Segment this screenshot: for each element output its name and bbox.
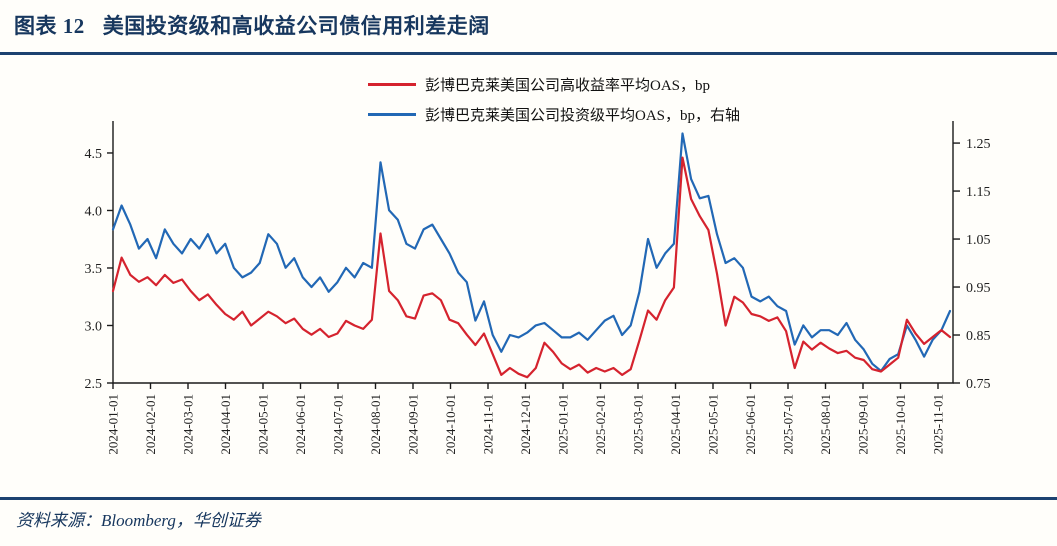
svg-text:2024-12-01: 2024-12-01 [518, 394, 533, 455]
title-divider [0, 52, 1057, 55]
svg-text:4.5: 4.5 [85, 147, 103, 162]
svg-text:2024-06-01: 2024-06-01 [293, 394, 308, 455]
svg-text:0.85: 0.85 [966, 329, 991, 344]
right-axis-ticks: 0.75 0.85 0.95 1.05 1.15 1.25 [953, 137, 991, 392]
svg-text:2025-07-01: 2025-07-01 [781, 394, 796, 455]
axes [112, 121, 954, 384]
svg-text:2024-09-01: 2024-09-01 [406, 394, 421, 455]
svg-text:1.15: 1.15 [966, 185, 991, 200]
svg-text:2025-10-01: 2025-10-01 [893, 394, 908, 455]
legend-item-ig: 彭博巴克莱美国公司投资级平均OAS，bp，右轴 [368, 104, 740, 125]
legend-label-ig: 彭博巴克莱美国公司投资级平均OAS，bp，右轴 [425, 108, 741, 124]
svg-text:2025-05-01: 2025-05-01 [706, 394, 721, 455]
hy-series-line [111, 156, 952, 379]
svg-text:2025-11-01: 2025-11-01 [931, 394, 946, 454]
svg-text:2024-08-01: 2024-08-01 [368, 394, 383, 455]
svg-text:2024-03-01: 2024-03-01 [181, 394, 196, 455]
svg-text:2024-02-01: 2024-02-01 [143, 394, 158, 455]
svg-text:2025-03-01: 2025-03-01 [631, 394, 646, 455]
svg-text:2024-05-01: 2024-05-01 [256, 394, 271, 455]
svg-text:2025-06-01: 2025-06-01 [743, 394, 758, 455]
svg-text:2025-08-01: 2025-08-01 [818, 394, 833, 455]
svg-text:2024-07-01: 2024-07-01 [331, 394, 346, 455]
source-note: 资料来源：Bloomberg，华创证券 [16, 511, 261, 530]
svg-text:4.0: 4.0 [85, 204, 103, 219]
legend-line-ig-icon [368, 113, 416, 116]
svg-text:2024-11-01: 2024-11-01 [481, 394, 496, 454]
svg-text:2025-02-01: 2025-02-01 [593, 394, 608, 455]
svg-text:2024-04-01: 2024-04-01 [218, 394, 233, 455]
svg-text:1.05: 1.05 [966, 233, 991, 248]
legend-line-hy-icon [368, 83, 416, 86]
figure-label: 图表 12 [14, 14, 85, 38]
left-axis-ticks: 2.5 3.0 3.5 4.0 4.5 [85, 147, 113, 392]
svg-text:2025-01-01: 2025-01-01 [556, 394, 571, 455]
svg-text:2024-01-01: 2024-01-01 [106, 394, 121, 455]
figure-title: 美国投资级和高收益公司债信用利差走阔 [102, 14, 490, 38]
source-divider [0, 497, 1057, 500]
svg-text:2025-04-01: 2025-04-01 [668, 394, 683, 455]
svg-text:1.25: 1.25 [966, 137, 991, 152]
svg-text:0.75: 0.75 [966, 377, 991, 392]
svg-text:0.95: 0.95 [966, 281, 991, 296]
svg-text:3.0: 3.0 [85, 319, 103, 334]
legend-item-hy: 彭博巴克莱美国公司高收益率平均OAS，bp [368, 74, 740, 95]
svg-text:3.5: 3.5 [85, 262, 103, 277]
svg-text:2.5: 2.5 [85, 377, 103, 392]
chart-legend: 彭博巴克莱美国公司高收益率平均OAS，bp 彭博巴克莱美国公司投资级平均OAS，… [368, 74, 740, 125]
legend-label-hy: 彭博巴克莱美国公司高收益率平均OAS，bp [425, 78, 711, 94]
svg-text:2025-09-01: 2025-09-01 [856, 394, 871, 455]
x-axis-ticks: 2024-01-01 2024-02-01 2024-03-01 2024-04-01… [106, 383, 946, 455]
figure-title-row: 图表 12 美国投资级和高收益公司债信用利差走阔 [14, 10, 490, 40]
svg-text:2024-10-01: 2024-10-01 [443, 394, 458, 455]
ig-series-line [111, 132, 952, 373]
